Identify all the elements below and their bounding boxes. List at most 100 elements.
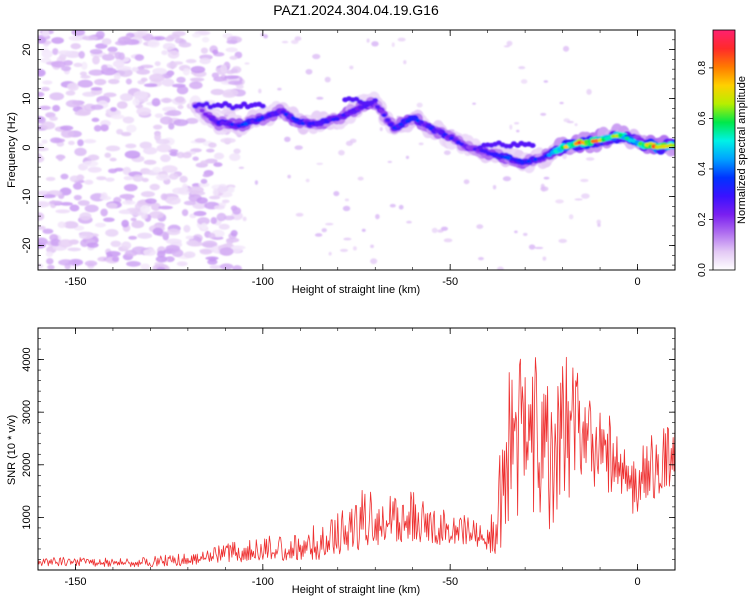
noise-blob [152, 67, 167, 76]
noise-blob [61, 129, 75, 138]
noise-blob [105, 177, 115, 182]
noise-blob [63, 60, 73, 66]
colorbar-ticks: 0.0 0.2 0.4 0.6 0.8 [697, 61, 713, 277]
noise-blob [233, 148, 241, 154]
noise-blob [222, 89, 239, 97]
noise-blob [104, 152, 112, 158]
noise-blob [110, 114, 125, 120]
noise-blob [94, 222, 107, 228]
noise-blob [213, 162, 223, 167]
faint-blob [287, 174, 291, 179]
noise-blob [230, 205, 238, 211]
noise-blob [209, 257, 217, 262]
noise-blob [153, 124, 163, 130]
faint-blob [353, 246, 357, 251]
faint-blob [443, 150, 451, 156]
faint-blob [294, 145, 303, 150]
faint-blob [534, 246, 544, 250]
noise-blob [143, 83, 158, 88]
noise-blob [57, 154, 64, 162]
noise-blob [160, 154, 171, 163]
noise-blob [38, 190, 51, 196]
noise-blob [161, 50, 168, 56]
noise-blob [109, 157, 117, 162]
noise-blob [38, 212, 45, 221]
faint-blob [316, 96, 324, 100]
noise-blob [145, 198, 157, 204]
noise-blob [183, 200, 196, 206]
noise-blob [40, 48, 50, 53]
ridge-cell [452, 137, 458, 142]
faint-blob [540, 186, 549, 192]
snr-y-axis: 1000 2000 3000 4000 [21, 327, 675, 571]
ridge-cell [385, 118, 391, 123]
noise-blob [73, 62, 83, 68]
noise-blob [156, 266, 166, 270]
y-tick-label: -20 [21, 238, 33, 254]
noise-blob [178, 42, 192, 48]
faint-blob [596, 219, 601, 225]
noise-blob [220, 64, 228, 73]
noise-blob [86, 242, 99, 248]
noise-blob [226, 238, 234, 245]
noise-blob [60, 65, 72, 72]
faint-blob [543, 80, 549, 83]
noise-blob [65, 99, 81, 108]
noise-blob [150, 202, 161, 211]
faint-blob [295, 212, 304, 217]
colorbar-tick-label: 0.6 [697, 111, 708, 125]
noise-blob [59, 202, 73, 206]
colorbar-strip [712, 29, 736, 271]
faint-blob [281, 40, 289, 44]
noise-blob [65, 90, 76, 96]
noise-blob [101, 64, 108, 72]
ridge-cell [293, 118, 300, 123]
ridge-branch-cell [259, 103, 266, 109]
faint-blob [305, 178, 310, 183]
noise-blob [110, 240, 122, 248]
noise-blob [192, 156, 199, 161]
faint-blob [370, 258, 378, 265]
noise-blob [200, 160, 209, 166]
faint-blob [555, 199, 564, 204]
faint-blob [492, 184, 497, 190]
noise-blob [93, 124, 102, 132]
noise-blob [67, 247, 81, 252]
noise-blob [90, 87, 103, 91]
noise-blob [45, 251, 54, 257]
noise-blob [128, 235, 138, 240]
noise-blob [95, 43, 108, 49]
noise-blob [154, 36, 166, 41]
noise-blob [105, 228, 119, 237]
faint-blob [314, 233, 323, 237]
noise-blob [168, 172, 179, 180]
noise-blob [106, 250, 121, 257]
y-tick-label: 0 [21, 144, 33, 150]
noise-blob [49, 116, 58, 121]
noise-blob [84, 260, 98, 267]
noise-blob [103, 92, 117, 98]
spectrogram-heatmap [38, 30, 675, 270]
noise-blob [156, 144, 172, 153]
snr-x-axis: -150 -100 -50 0 [37, 328, 676, 588]
noise-blob [154, 61, 161, 67]
faint-blob [242, 216, 247, 222]
noise-blob [84, 204, 99, 213]
noise-blob [57, 221, 67, 229]
faint-blob [463, 179, 470, 185]
faint-blob [566, 120, 574, 124]
faint-blob [389, 203, 396, 208]
noise-blob [131, 67, 139, 72]
noise-blob [91, 117, 100, 123]
noise-blob [68, 140, 75, 146]
faint-blob [472, 102, 476, 105]
noise-blob [88, 69, 105, 76]
spectrogram-ylabel: Frequency (Hz) [6, 112, 18, 188]
noise-blob [71, 30, 86, 36]
noise-blob [38, 263, 44, 269]
noise-blob [47, 264, 55, 270]
faint-blob [324, 76, 331, 83]
noise-blob [171, 83, 186, 88]
spectrogram-y-axis: -20 -10 0 10 20 [21, 29, 675, 266]
faint-blob [562, 153, 567, 160]
